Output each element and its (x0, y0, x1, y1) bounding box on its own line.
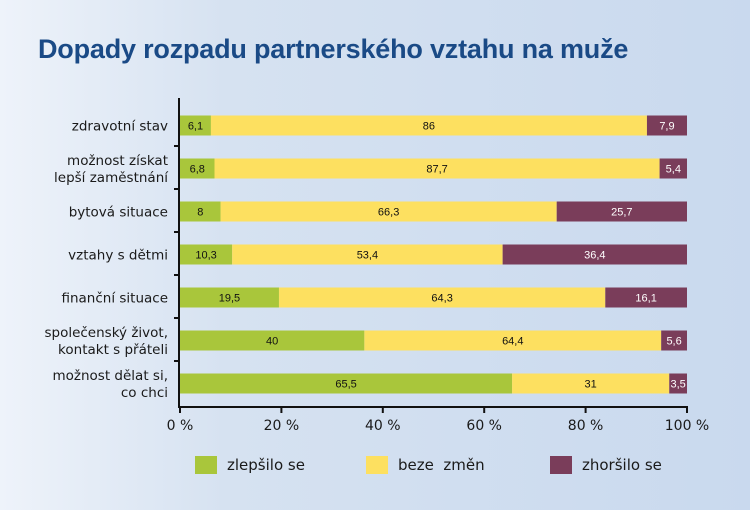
bar-segment (180, 287, 279, 308)
data-label: 36,4 (584, 250, 605, 262)
category-label: finanční situace (61, 291, 168, 307)
category-label: možnost dělat si, (53, 368, 169, 384)
category-label: možnost získat (67, 153, 168, 169)
bar-segment (220, 201, 557, 222)
data-label: 66,3 (378, 207, 399, 219)
legend-item-improved: zlepšilo se (195, 456, 305, 474)
x-tick-label: 40 % (365, 418, 401, 434)
bar-segment (502, 244, 687, 265)
bar-segment (180, 244, 233, 265)
data-label: 5,6 (666, 336, 681, 348)
x-tick-label: 20 % (264, 418, 300, 434)
legend-swatch (366, 456, 388, 474)
category-label: co chci (121, 385, 168, 401)
bar-segment (605, 287, 687, 308)
legend-label: beze změn (398, 456, 485, 474)
category-label: společenský život, (44, 325, 168, 341)
legend-item-worsened: zhoršilo se (550, 456, 662, 474)
legend-item-unchanged: beze změn (366, 456, 485, 474)
bar-segment (210, 115, 647, 136)
bar-segment (232, 244, 503, 265)
bar-segment (646, 115, 687, 136)
x-tick-label: 0 % (167, 418, 194, 434)
category-label: kontakt s přáteli (58, 342, 168, 358)
data-label: 86 (423, 121, 435, 133)
legend-swatch (550, 456, 572, 474)
category-label: bytová situace (69, 205, 168, 221)
bar-segment (659, 158, 687, 179)
data-label: 65,5 (335, 379, 356, 391)
chart-title: Dopady rozpadu partnerského vztahu na mu… (38, 34, 629, 64)
bar-segment (512, 373, 670, 394)
data-label: 10,3 (195, 250, 216, 262)
bar-segment (180, 330, 365, 351)
bar-segment (180, 201, 221, 222)
data-label: 6,1 (188, 121, 203, 133)
x-tick-label: 60 % (466, 418, 502, 434)
bar-segment (661, 330, 687, 351)
data-label: 3,5 (670, 379, 685, 391)
bar-segment (278, 287, 606, 308)
bar-segment (180, 158, 215, 179)
category-label: lepší zaměstnání (54, 170, 169, 186)
x-tick-label: 80 % (568, 418, 604, 434)
data-label: 53,4 (357, 250, 378, 262)
bar-segment (556, 201, 687, 222)
bar-segment (669, 373, 687, 394)
category-label: zdravotní stav (72, 119, 168, 135)
data-label: 19,5 (219, 293, 240, 305)
bar-segment (180, 373, 513, 394)
data-label: 8 (197, 207, 203, 219)
legend-label: zhoršilo se (582, 456, 662, 474)
data-label: 25,7 (611, 207, 632, 219)
data-label: 64,3 (431, 293, 452, 305)
legend-swatch (195, 456, 217, 474)
data-label: 40 (266, 336, 278, 348)
data-label: 7,9 (659, 121, 674, 133)
data-label: 87,7 (426, 164, 447, 176)
data-label: 31 (585, 379, 597, 391)
data-label: 6,8 (190, 164, 205, 176)
data-label: 64,4 (502, 336, 523, 348)
legend-label: zlepšilo se (227, 456, 305, 474)
bar-segment (214, 158, 660, 179)
data-label: 5,4 (666, 164, 681, 176)
x-tick-label: 100 % (665, 418, 709, 434)
data-label: 16,1 (635, 293, 656, 305)
bar-segment (364, 330, 662, 351)
category-label: vztahy s dětmi (68, 248, 168, 264)
bar-segment (180, 115, 211, 136)
